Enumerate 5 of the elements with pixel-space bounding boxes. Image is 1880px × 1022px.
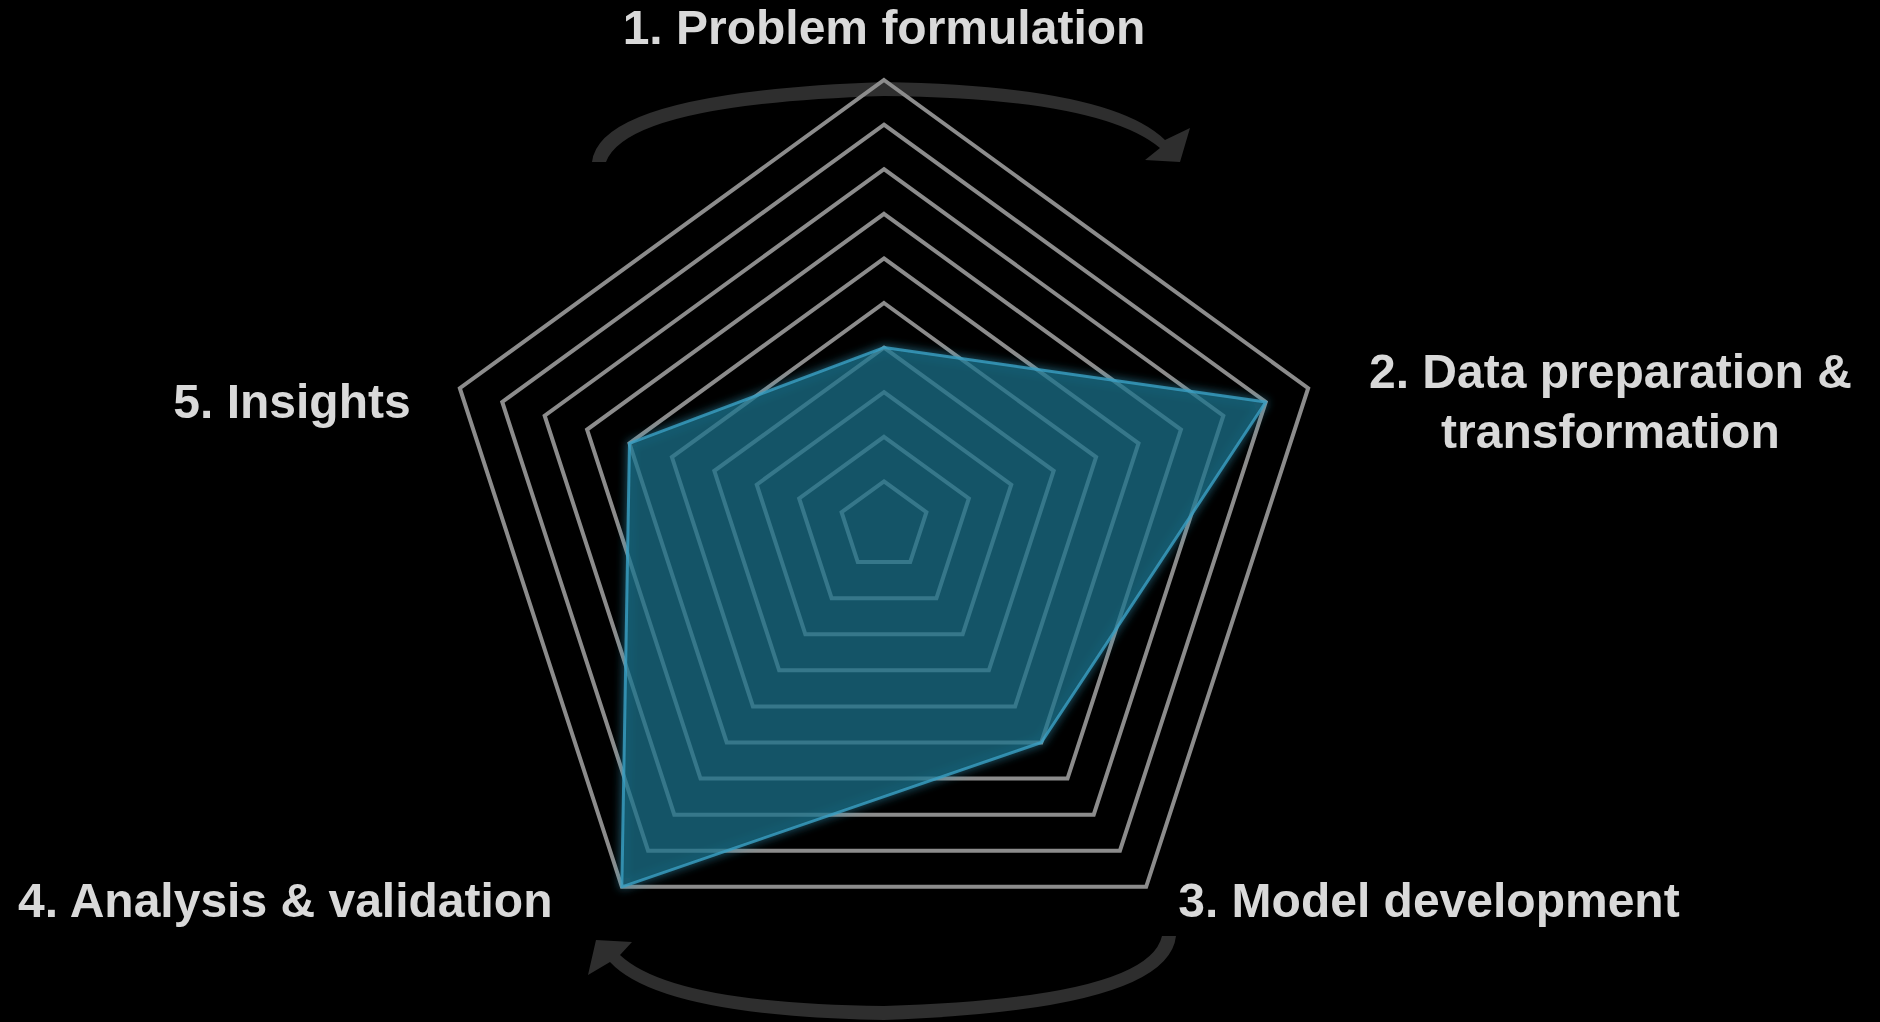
spoke-label: 2. Data preparation & transformation: [1369, 345, 1852, 459]
spoke-label: 3. Model development: [1178, 873, 1680, 927]
spoke-label: 5. Insights: [173, 375, 411, 429]
spoke-label: 1. Problem formulation: [622, 1, 1146, 54]
spoke-label: 4. Analysis & validation: [18, 873, 553, 927]
